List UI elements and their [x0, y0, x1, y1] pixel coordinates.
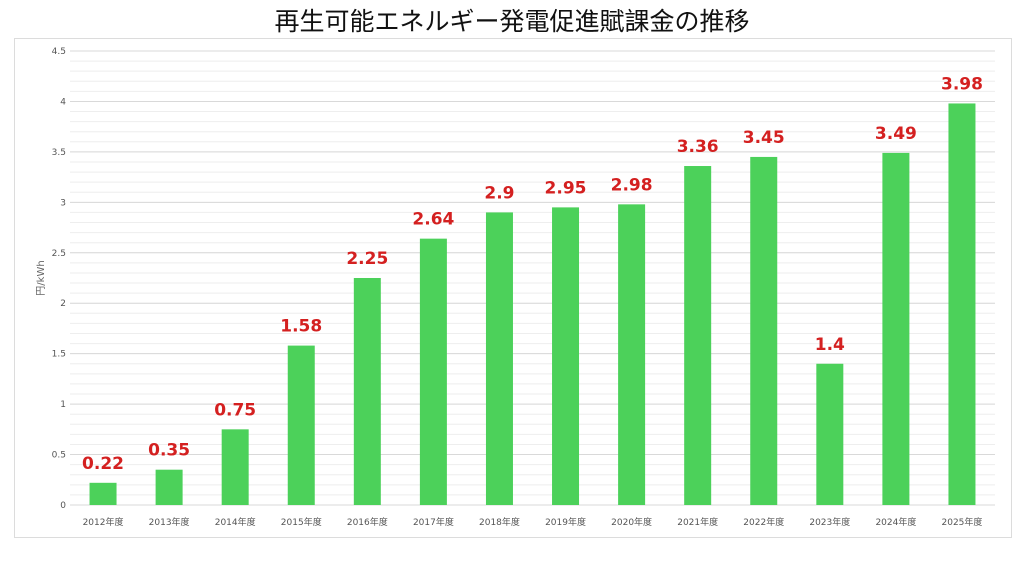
x-tick-label: 2012年度	[83, 516, 124, 528]
x-tick-label: 2021年度	[677, 516, 718, 528]
data-label: 0.75	[214, 400, 256, 420]
data-label: 3.45	[743, 128, 785, 148]
y-tick-label: 2	[60, 299, 66, 309]
data-label: 3.98	[941, 74, 983, 94]
x-tick-label: 2013年度	[149, 516, 190, 528]
bar	[485, 212, 513, 505]
bar	[948, 103, 976, 505]
data-label: 2.64	[412, 210, 454, 230]
bar	[155, 469, 183, 505]
bar	[750, 156, 778, 505]
bar	[221, 429, 249, 505]
data-label: 1.58	[280, 317, 322, 337]
x-tick-label: 2015年度	[281, 516, 322, 528]
x-tick-label: 2018年度	[479, 516, 520, 528]
bar	[287, 345, 315, 505]
data-label: 2.9	[484, 183, 514, 203]
bar	[89, 482, 117, 505]
bar	[816, 363, 844, 505]
data-label: 3.49	[875, 124, 917, 144]
y-tick-label: 2.5	[52, 249, 66, 259]
chart-title: 再生可能エネルギー発電促進賦課金の推移	[274, 7, 750, 36]
bar	[684, 166, 712, 505]
x-tick-label: 2019年度	[545, 516, 586, 528]
data-label: 0.35	[148, 441, 190, 461]
x-tick-label: 2024年度	[875, 516, 916, 528]
bar	[353, 278, 381, 505]
bar	[419, 238, 447, 506]
data-label: 0.22	[82, 454, 124, 474]
y-tick-label: 4.5	[52, 47, 66, 57]
y-tick-label: 1	[60, 400, 66, 410]
bar	[552, 207, 580, 505]
y-tick-label: 0.5	[52, 451, 66, 461]
bar	[618, 204, 646, 505]
y-tick-label: 3.5	[52, 148, 66, 158]
data-label: 2.98	[611, 175, 653, 195]
x-tick-label: 2023年度	[809, 516, 850, 528]
y-tick-label: 4	[60, 97, 66, 107]
y-axis-label: 円/kWh	[36, 260, 47, 295]
bar	[882, 152, 910, 506]
x-tick-label: 2025年度	[942, 516, 983, 528]
data-label: 1.4	[815, 335, 845, 355]
data-label: 2.95	[545, 178, 587, 198]
y-tick-label: 3	[60, 198, 66, 208]
x-tick-label: 2022年度	[743, 516, 784, 528]
x-tick-label: 2014年度	[215, 516, 256, 528]
x-tick-label: 2016年度	[347, 516, 388, 528]
data-label: 3.36	[677, 137, 719, 157]
x-tick-label: 2020年度	[611, 516, 652, 528]
y-tick-label: 1.5	[52, 350, 66, 360]
plot-frame	[14, 38, 1012, 538]
data-label: 2.25	[346, 249, 388, 269]
y-tick-label: 0	[60, 501, 66, 511]
x-tick-label: 2017年度	[413, 516, 454, 528]
